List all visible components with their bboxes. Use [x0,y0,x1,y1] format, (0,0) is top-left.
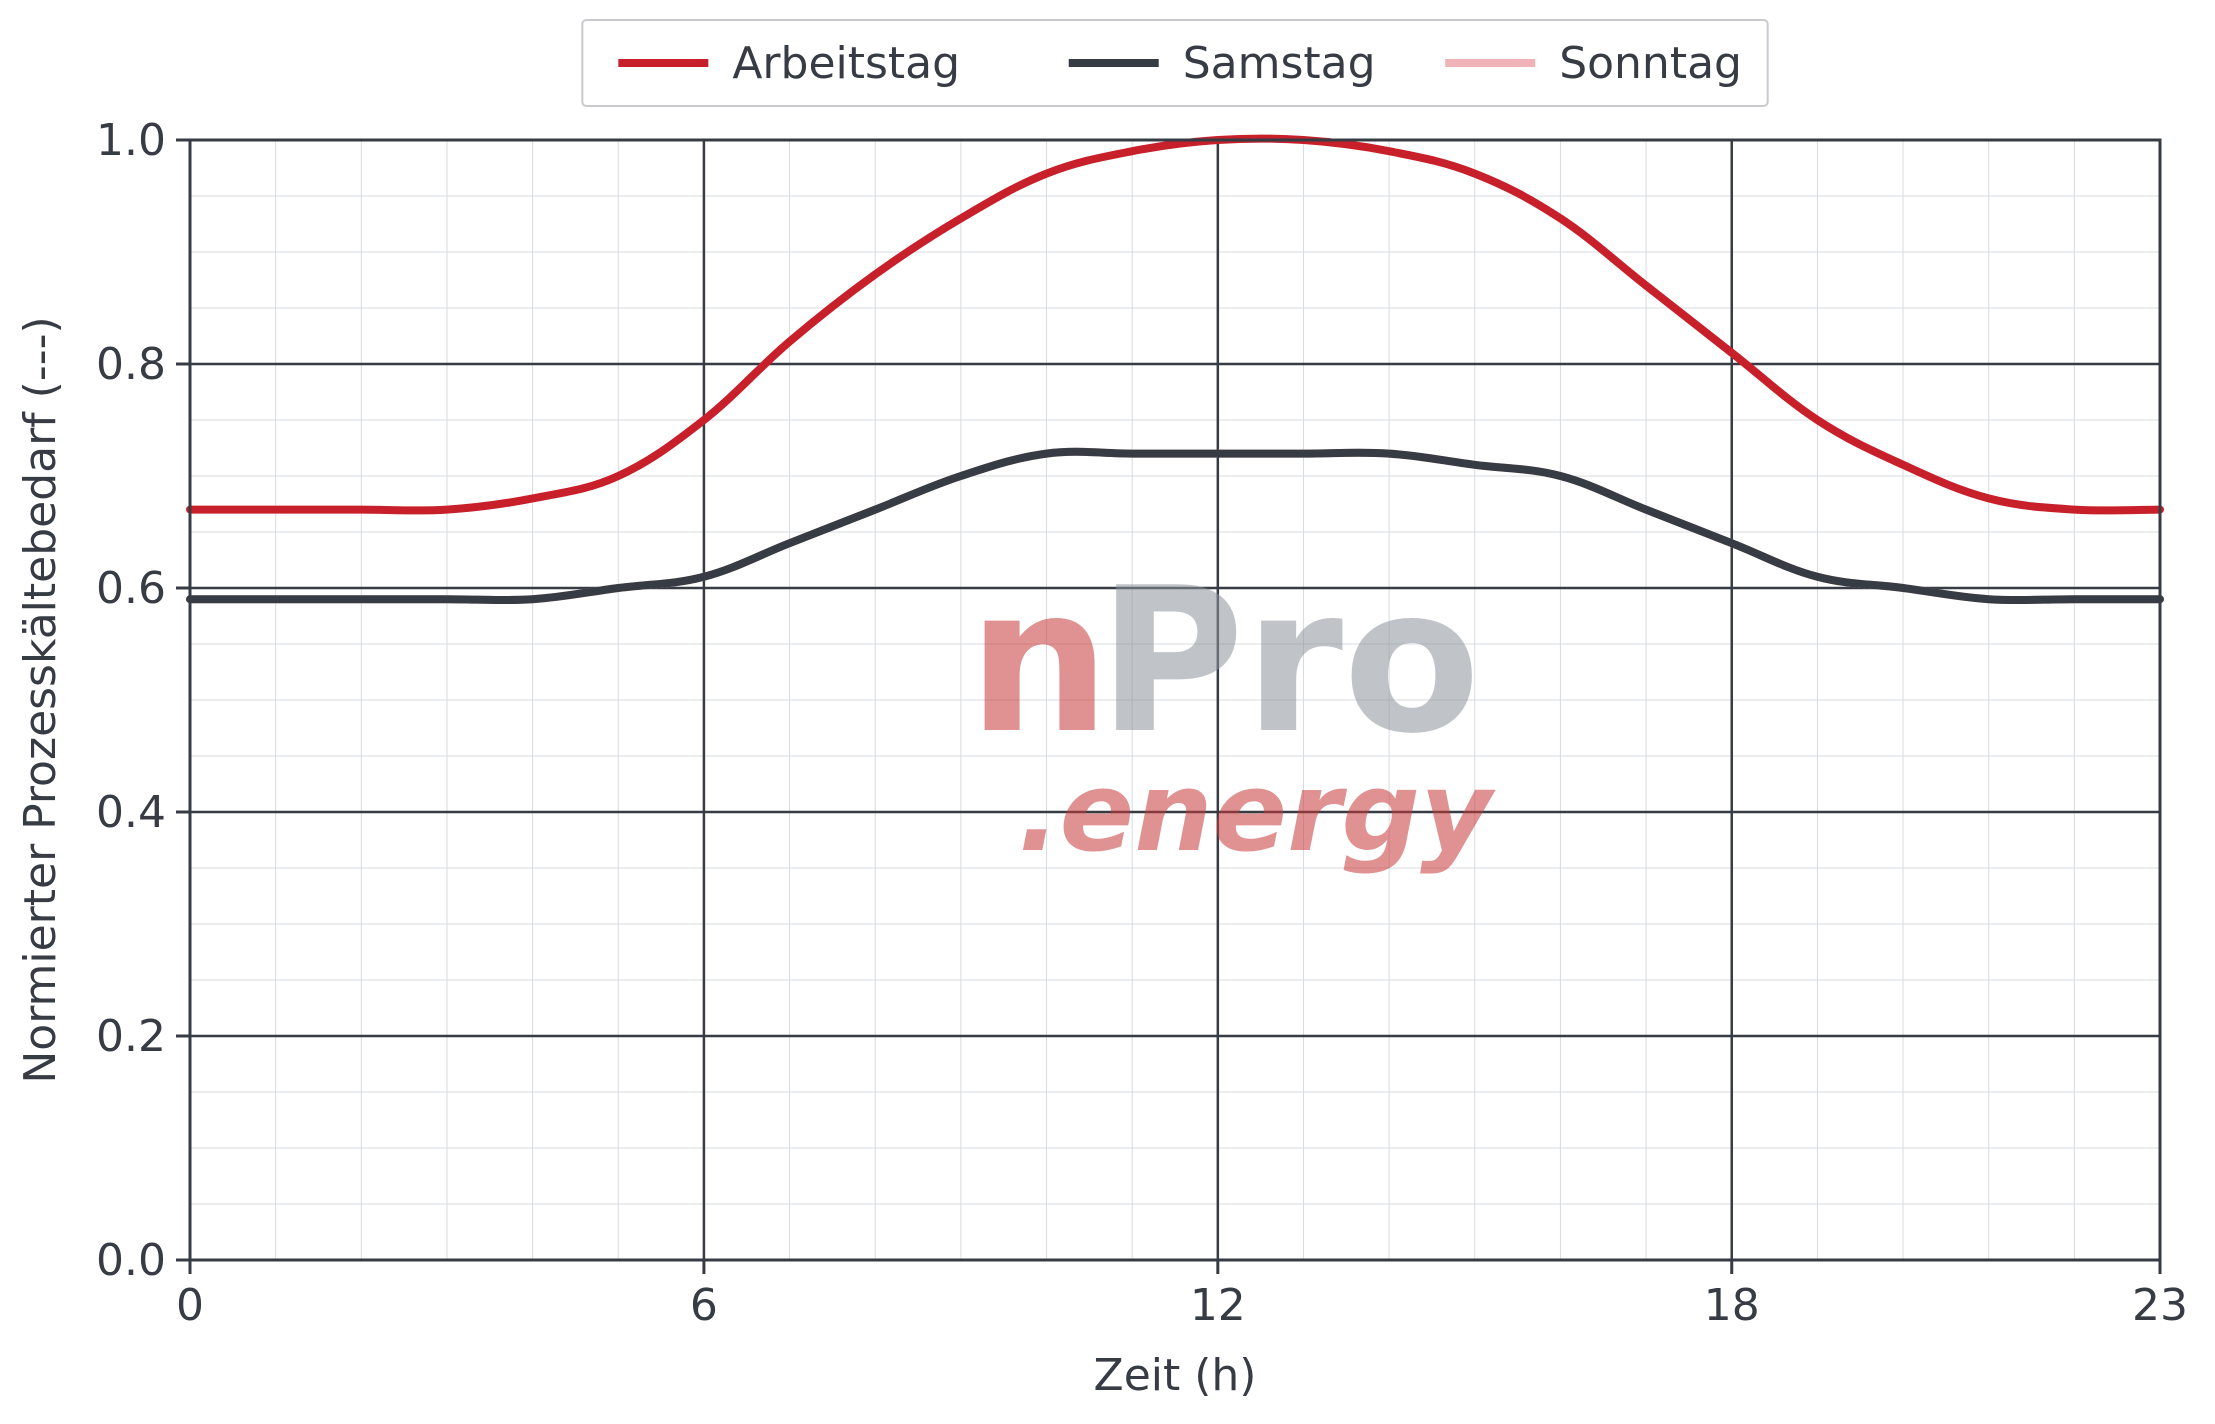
x-tick-label: 0 [176,1280,204,1331]
legend-label: Samstag [1183,38,1376,89]
y-tick-label: 0.8 [96,339,166,390]
x-tick-label: 18 [1704,1280,1760,1331]
legend: Arbeitstag Samstag Sonntag [582,20,1767,106]
watermark-n: n [968,545,1110,778]
y-tick-label: 0.6 [96,563,166,614]
y-axis-label: Normierter Prozesskältebedarf (---) [15,316,66,1083]
y-tick-label: 0.4 [96,787,166,838]
legend-label: Sonntag [1559,38,1742,89]
x-tick-label: 6 [690,1280,718,1331]
x-tick-label: 12 [1190,1280,1246,1331]
x-axis-label: Zeit (h) [1094,1350,1257,1401]
watermark-energy: .energy [1018,748,1496,876]
x-tick-label: 23 [2132,1280,2188,1331]
y-tick-label: 1.0 [96,115,166,166]
line-chart: n Pro .energy 0 6 12 18 23 0.0 0.2 0.4 0.6 0.8 1.… [0,0,2215,1424]
legend-label: Arbeitstag [732,38,960,89]
y-tick-label: 0.0 [96,1235,166,1286]
watermark-logo: n Pro .energy [968,545,1496,876]
y-tick-label: 0.2 [96,1011,166,1062]
watermark-pro: Pro [1098,545,1481,778]
